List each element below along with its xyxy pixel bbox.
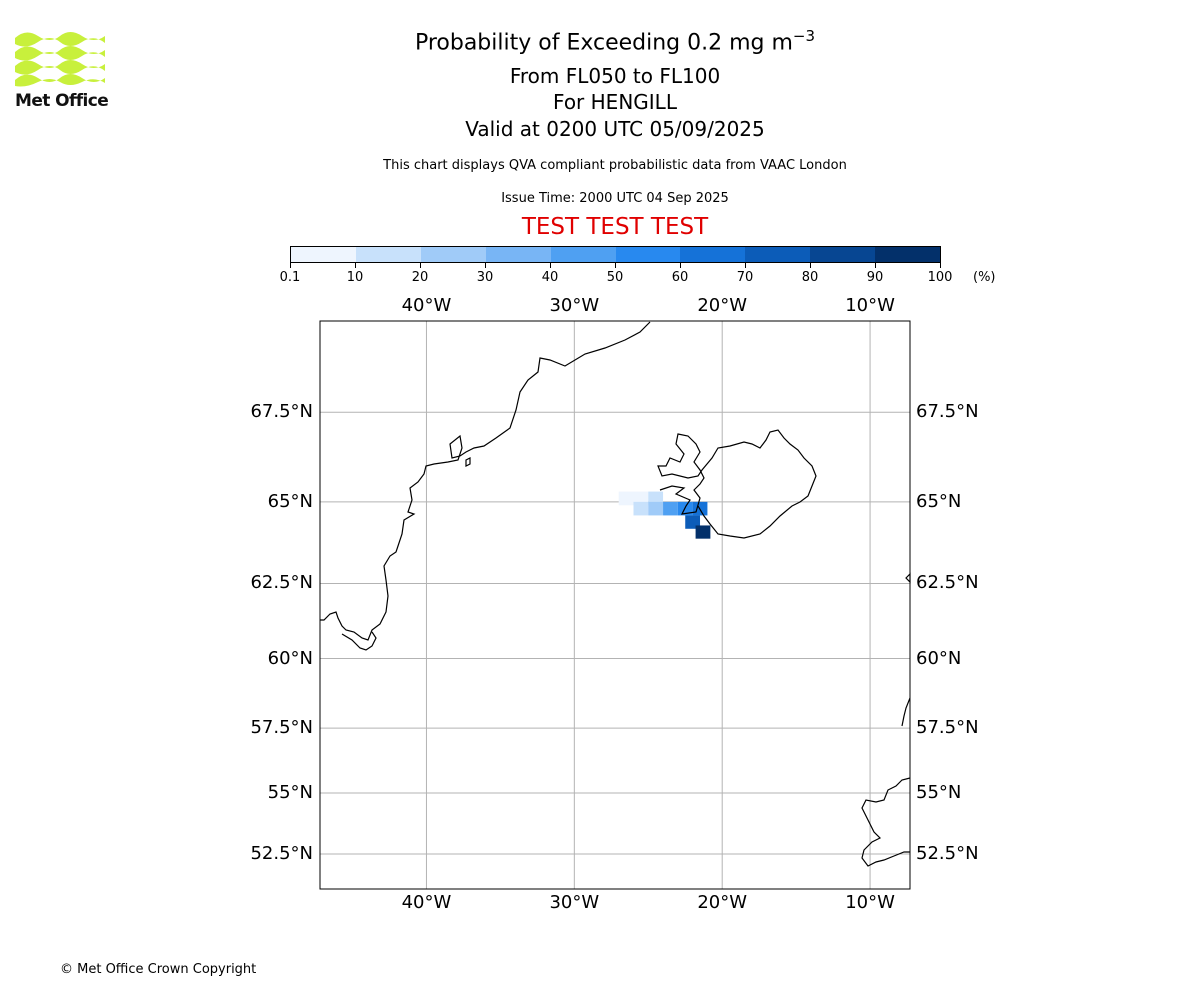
colorbar-tick-label: 100 — [927, 270, 953, 285]
longitude-label: 10°W — [845, 295, 895, 316]
colorbar-segment — [550, 247, 616, 262]
graticule — [320, 321, 910, 889]
greenland-islet-south — [341, 631, 377, 651]
plume-cell — [685, 515, 701, 529]
colorbar-tick-label: 0.1 — [279, 270, 301, 285]
latitude-label: 57.5°N — [916, 717, 979, 739]
colorbar-tick-label: 90 — [866, 270, 884, 285]
latitude-label: 65°N — [267, 490, 313, 512]
test-banner: TEST TEST TEST — [521, 214, 709, 240]
title-text: Probability of Exceeding 0.2 mg m — [414, 30, 793, 56]
latitude-label: 62.5°N — [250, 572, 313, 594]
colorbar-tick — [680, 263, 681, 268]
met-office-wave-icon — [15, 32, 105, 87]
latitude-label: 60°N — [267, 647, 313, 669]
copyright: © Met Office Crown Copyright — [60, 962, 257, 977]
latitude-label: 65°N — [916, 490, 962, 512]
ash-probability-plume — [618, 491, 711, 539]
latitude-label: 52.5°N — [916, 843, 979, 865]
colorbar-segment — [615, 247, 681, 262]
plume-cell — [633, 491, 649, 506]
latitude-label: 57.5°N — [250, 717, 313, 739]
colorbar-tick — [485, 263, 486, 268]
plume-cell — [648, 501, 664, 516]
longitude-label: 10°W — [845, 892, 895, 913]
colorbar-segment — [810, 247, 876, 262]
map-frame — [319, 320, 911, 890]
colorbar-tick-label: 80 — [801, 270, 819, 285]
longitude-label: 40°W — [401, 295, 452, 316]
colorbar-segment — [680, 247, 746, 262]
colorbar-tick — [615, 263, 616, 268]
colorbar-tick — [745, 263, 746, 268]
colorbar-tick-label: 30 — [476, 270, 494, 285]
latitude-label: 67.5°N — [916, 401, 979, 423]
longitude-label: 30°W — [549, 892, 600, 913]
longitude-label: 40°W — [401, 892, 452, 913]
plume-cell — [633, 501, 649, 516]
chart-title: Probability of Exceeding 0.2 mg m−3 — [0, 27, 1200, 55]
probability-colorbar — [290, 246, 941, 263]
issue-time: Issue Time: 2000 UTC 04 Sep 2025 — [501, 191, 729, 206]
colorbar-tick — [355, 263, 356, 268]
plume-cell — [648, 491, 664, 506]
colorbar-tick — [420, 263, 421, 268]
colorbar-segment — [355, 247, 421, 262]
latitude-label: 52.5°N — [250, 843, 313, 865]
latitude-label: 55°N — [916, 782, 962, 804]
colorbar-tick — [810, 263, 811, 268]
colorbar-tick — [875, 263, 876, 268]
flight-level-subtitle: From FL050 to FL100 — [509, 64, 721, 88]
faroe-islet — [905, 572, 911, 584]
iceland-coastline — [657, 429, 817, 539]
colorbar-tick-label: 10 — [346, 270, 364, 285]
valid-time-subtitle: Valid at 0200 UTC 05/09/2025 — [465, 117, 765, 141]
longitude-label: 20°W — [697, 892, 748, 913]
longitude-label: 30°W — [549, 295, 600, 316]
latitude-label: 55°N — [267, 782, 313, 804]
volcano-subtitle: For HENGILL — [553, 90, 677, 114]
met-office-logo: Met Office — [14, 30, 114, 114]
british-isles-coastline — [861, 697, 911, 867]
logo-wordmark: Met Office — [15, 91, 109, 111]
colorbar-segment — [291, 247, 356, 262]
latitude-label: 67.5°N — [250, 401, 313, 423]
plume-cell — [663, 501, 678, 516]
latitude-label: 60°N — [916, 647, 962, 669]
chart-description: This chart displays QVA compliant probab… — [383, 158, 847, 173]
colorbar-tick — [550, 263, 551, 268]
greenland-islet — [465, 457, 471, 467]
colorbar-tick-label: 20 — [411, 270, 429, 285]
colorbar-tick — [290, 263, 291, 268]
title-unit-exponent: −3 — [792, 27, 816, 45]
greenland-coastline — [320, 321, 651, 641]
colorbar-tick — [940, 263, 941, 268]
colorbar-tick-label: 40 — [541, 270, 559, 285]
longitude-label: 20°W — [697, 295, 748, 316]
colorbar-tick-label: 70 — [736, 270, 754, 285]
colorbar-segment — [875, 247, 941, 262]
latitude-label: 62.5°N — [916, 572, 979, 594]
colorbar-segment — [745, 247, 811, 262]
colorbar-segment — [420, 247, 486, 262]
colorbar-segment — [485, 247, 551, 262]
plume-cell — [695, 525, 711, 539]
colorbar-tick-label: 60 — [671, 270, 689, 285]
plume-cell — [618, 491, 634, 506]
colorbar-unit: (%) — [973, 270, 996, 285]
colorbar-tick-label: 50 — [606, 270, 624, 285]
coastlines — [320, 321, 911, 867]
